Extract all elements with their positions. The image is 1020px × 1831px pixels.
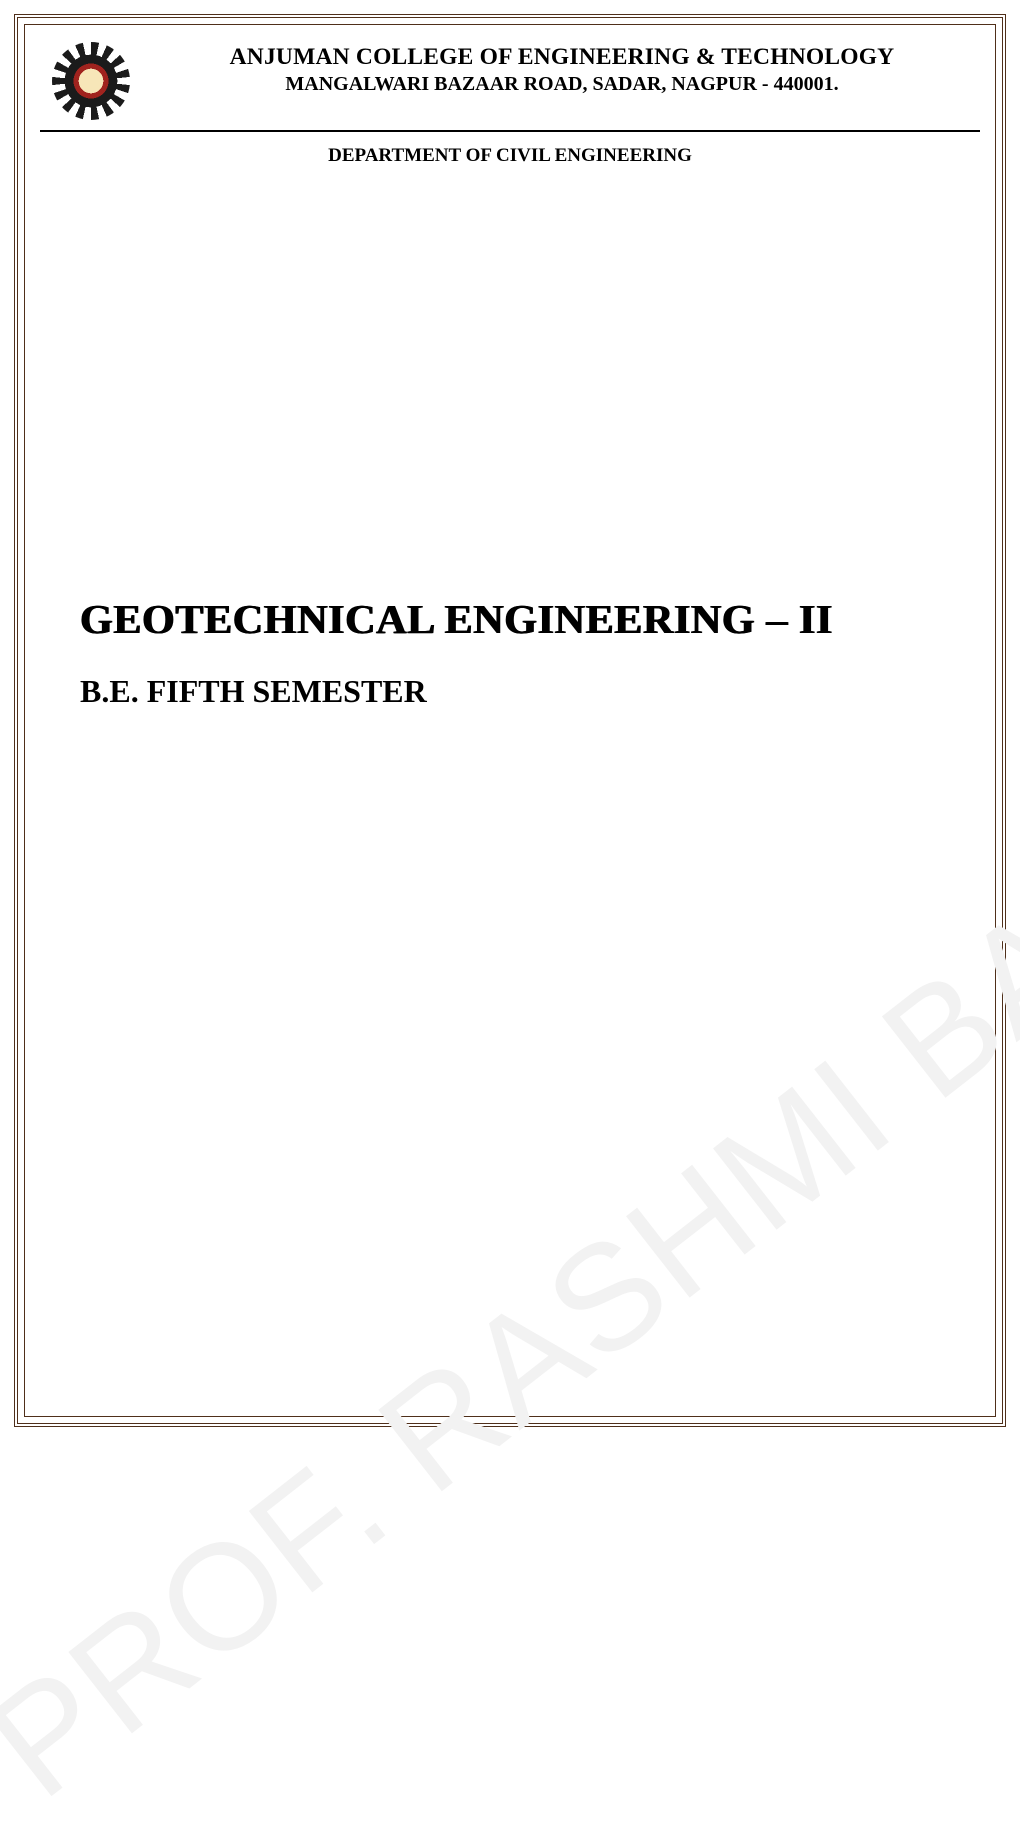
course-title: GEOTECHNICAL ENGINEERING – II (80, 595, 986, 643)
department-line: DEPARTMENT OF CIVIL ENGINEERING (40, 145, 980, 167)
college-logo (52, 42, 130, 120)
gear-icon (52, 42, 130, 120)
header-text-block: ANJUMAN COLLEGE OF ENGINEERING & TECHNOL… (152, 44, 972, 96)
college-name: ANJUMAN COLLEGE OF ENGINEERING & TECHNOL… (152, 44, 972, 71)
title-block: GEOTECHNICAL ENGINEERING – II B.E. FIFTH… (80, 595, 960, 710)
inner-border (24, 24, 996, 1417)
header-divider (40, 130, 980, 132)
semester-line: B.E. FIFTH SEMESTER (80, 673, 960, 710)
college-address: MANGALWARI BAZAAR ROAD, SADAR, NAGPUR - … (152, 73, 972, 96)
